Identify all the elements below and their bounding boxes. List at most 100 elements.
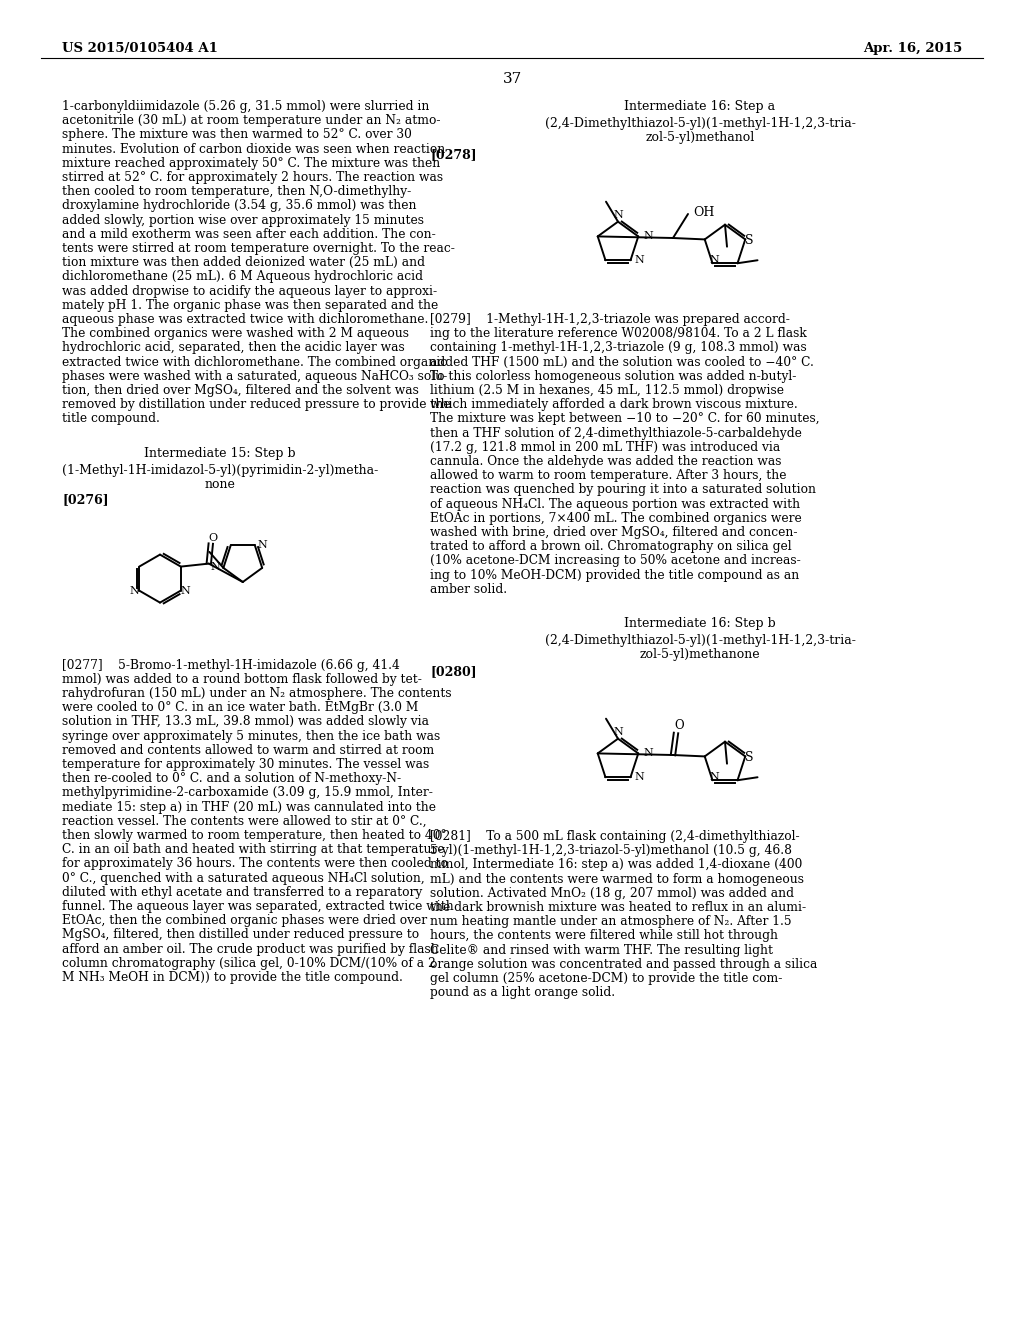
- Text: [0280]: [0280]: [430, 665, 476, 678]
- Text: phases were washed with a saturated, aqueous NaHCO₃ solu-: phases were washed with a saturated, aqu…: [62, 370, 447, 383]
- Text: O: O: [674, 719, 684, 733]
- Text: washed with brine, dried over MgSO₄, filtered and concen-: washed with brine, dried over MgSO₄, fil…: [430, 525, 798, 539]
- Text: removed and contents allowed to warm and stirred at room: removed and contents allowed to warm and…: [62, 743, 434, 756]
- Text: mixture reached approximately 50° C. The mixture was then: mixture reached approximately 50° C. The…: [62, 157, 440, 170]
- Text: (10% acetone-DCM increasing to 50% acetone and increas-: (10% acetone-DCM increasing to 50% aceto…: [430, 554, 801, 568]
- Text: MgSO₄, filtered, then distilled under reduced pressure to: MgSO₄, filtered, then distilled under re…: [62, 928, 419, 941]
- Text: N: N: [613, 210, 623, 219]
- Text: tion, then dried over MgSO₄, filtered and the solvent was: tion, then dried over MgSO₄, filtered an…: [62, 384, 419, 397]
- Text: diluted with ethyl acetate and transferred to a reparatory: diluted with ethyl acetate and transferr…: [62, 886, 422, 899]
- Text: N: N: [710, 772, 719, 783]
- Text: sphere. The mixture was then warmed to 52° C. over 30: sphere. The mixture was then warmed to 5…: [62, 128, 412, 141]
- Text: stirred at 52° C. for approximately 2 hours. The reaction was: stirred at 52° C. for approximately 2 ho…: [62, 172, 443, 183]
- Text: of aqueous NH₄Cl. The aqueous portion was extracted with: of aqueous NH₄Cl. The aqueous portion wa…: [430, 498, 800, 511]
- Text: To this colorless homogeneous solution was added n-butyl-: To this colorless homogeneous solution w…: [430, 370, 797, 383]
- Text: 37: 37: [503, 73, 521, 86]
- Text: none: none: [205, 478, 236, 491]
- Text: N: N: [211, 562, 220, 572]
- Text: funnel. The aqueous layer was separated, extracted twice with: funnel. The aqueous layer was separated,…: [62, 900, 454, 913]
- Text: solution in THF, 13.3 mL, 39.8 mmol) was added slowly via: solution in THF, 13.3 mL, 39.8 mmol) was…: [62, 715, 429, 729]
- Text: hours, the contents were filtered while still hot through: hours, the contents were filtered while …: [430, 929, 778, 942]
- Text: amber solid.: amber solid.: [430, 583, 507, 595]
- Text: M NH₃ MeOH in DCM)) to provide the title compound.: M NH₃ MeOH in DCM)) to provide the title…: [62, 972, 402, 983]
- Text: were cooled to 0° C. in an ice water bath. EtMgBr (3.0 M: were cooled to 0° C. in an ice water bat…: [62, 701, 419, 714]
- Text: afford an amber oil. The crude product was purified by flash: afford an amber oil. The crude product w…: [62, 942, 438, 956]
- Text: extracted twice with dichloromethane. The combined organic: extracted twice with dichloromethane. Th…: [62, 355, 447, 368]
- Text: added THF (1500 mL) and the solution was cooled to −40° C.: added THF (1500 mL) and the solution was…: [430, 355, 814, 368]
- Text: mediate 15: step a) in THF (20 mL) was cannulated into the: mediate 15: step a) in THF (20 mL) was c…: [62, 801, 436, 813]
- Text: solution. Activated MnO₂ (18 g, 207 mmol) was added and: solution. Activated MnO₂ (18 g, 207 mmol…: [430, 887, 794, 900]
- Text: syringe over approximately 5 minutes, then the ice bath was: syringe over approximately 5 minutes, th…: [62, 730, 440, 743]
- Text: then slowly warmed to room temperature, then heated to 40°: then slowly warmed to room temperature, …: [62, 829, 446, 842]
- Text: C. in an oil bath and heated with stirring at that temperature: C. in an oil bath and heated with stirri…: [62, 843, 444, 857]
- Text: column chromatography (silica gel, 0-10% DCM/(10% of a 2: column chromatography (silica gel, 0-10%…: [62, 957, 436, 970]
- Text: zol-5-yl)methanone: zol-5-yl)methanone: [640, 648, 760, 661]
- Text: mmol) was added to a round bottom flask followed by tet-: mmol) was added to a round bottom flask …: [62, 673, 422, 686]
- Text: ing to 10% MeOH-DCM) provided the title compound as an: ing to 10% MeOH-DCM) provided the title …: [430, 569, 800, 582]
- Text: EtOAc in portions, 7×400 mL. The combined organics were: EtOAc in portions, 7×400 mL. The combine…: [430, 512, 802, 525]
- Text: aqueous phase was extracted twice with dichloromethane.: aqueous phase was extracted twice with d…: [62, 313, 428, 326]
- Text: trated to afford a brown oil. Chromatography on silica gel: trated to afford a brown oil. Chromatogr…: [430, 540, 792, 553]
- Text: 5-yl)(1-methyl-1H-1,2,3-triazol-5-yl)methanol (10.5 g, 46.8: 5-yl)(1-methyl-1H-1,2,3-triazol-5-yl)met…: [430, 845, 792, 857]
- Text: then a THF solution of 2,4-dimethylthiazole-5-carbaldehyde: then a THF solution of 2,4-dimethylthiaz…: [430, 426, 802, 440]
- Text: N: N: [643, 748, 653, 759]
- Text: N: N: [635, 255, 644, 265]
- Text: [0278]: [0278]: [430, 148, 476, 161]
- Text: mately pH 1. The organic phase was then separated and the: mately pH 1. The organic phase was then …: [62, 298, 438, 312]
- Text: cannula. Once the aldehyde was added the reaction was: cannula. Once the aldehyde was added the…: [430, 455, 781, 469]
- Text: (2,4-Dimethylthiazol-5-yl)(1-methyl-1H-1,2,3-tria-: (2,4-Dimethylthiazol-5-yl)(1-methyl-1H-1…: [545, 634, 855, 647]
- Text: Apr. 16, 2015: Apr. 16, 2015: [863, 42, 962, 55]
- Text: N: N: [710, 255, 719, 265]
- Text: allowed to warm to room temperature. After 3 hours, the: allowed to warm to room temperature. Aft…: [430, 469, 786, 482]
- Text: 0° C., quenched with a saturated aqueous NH₄Cl solution,: 0° C., quenched with a saturated aqueous…: [62, 871, 425, 884]
- Text: S: S: [745, 234, 754, 247]
- Text: (1-Methyl-1H-imidazol-5-yl)(pyrimidin-2-yl)metha-: (1-Methyl-1H-imidazol-5-yl)(pyrimidin-2-…: [61, 463, 378, 477]
- Text: N: N: [181, 586, 190, 595]
- Text: mL) and the contents were warmed to form a homogeneous: mL) and the contents were warmed to form…: [430, 873, 804, 886]
- Text: and a mild exotherm was seen after each addition. The con-: and a mild exotherm was seen after each …: [62, 228, 436, 240]
- Text: ing to the literature reference W02008/98104. To a 2 L flask: ing to the literature reference W02008/9…: [430, 327, 807, 341]
- Text: zol-5-yl)methanol: zol-5-yl)methanol: [645, 131, 755, 144]
- Text: Intermediate 16: Step a: Intermediate 16: Step a: [625, 100, 775, 114]
- Text: N: N: [613, 727, 623, 737]
- Text: The combined organics were washed with 2 M aqueous: The combined organics were washed with 2…: [62, 327, 409, 341]
- Text: [0281]    To a 500 mL flask containing (2,4-dimethylthiazol-: [0281] To a 500 mL flask containing (2,4…: [430, 830, 800, 843]
- Text: S: S: [745, 751, 754, 764]
- Text: 1-carbonyldiimidazole (5.26 g, 31.5 mmol) were slurried in: 1-carbonyldiimidazole (5.26 g, 31.5 mmol…: [62, 100, 429, 114]
- Text: temperature for approximately 30 minutes. The vessel was: temperature for approximately 30 minutes…: [62, 758, 429, 771]
- Text: N: N: [643, 231, 653, 242]
- Text: lithium (2.5 M in hexanes, 45 mL, 112.5 mmol) dropwise: lithium (2.5 M in hexanes, 45 mL, 112.5 …: [430, 384, 784, 397]
- Text: [0279]    1-Methyl-1H-1,2,3-triazole was prepared accord-: [0279] 1-Methyl-1H-1,2,3-triazole was pr…: [430, 313, 790, 326]
- Text: the dark brownish mixture was heated to reflux in an alumi-: the dark brownish mixture was heated to …: [430, 902, 806, 913]
- Text: tents were stirred at room temperature overnight. To the reac-: tents were stirred at room temperature o…: [62, 242, 455, 255]
- Text: N: N: [258, 540, 267, 550]
- Text: removed by distillation under reduced pressure to provide the: removed by distillation under reduced pr…: [62, 399, 451, 412]
- Text: mmol, Intermediate 16: step a) was added 1,4-dioxane (400: mmol, Intermediate 16: step a) was added…: [430, 858, 803, 871]
- Text: [0277]    5-Bromo-1-methyl-1H-imidazole (6.66 g, 41.4: [0277] 5-Bromo-1-methyl-1H-imidazole (6.…: [62, 659, 400, 672]
- Text: US 2015/0105404 A1: US 2015/0105404 A1: [62, 42, 218, 55]
- Text: (2,4-Dimethylthiazol-5-yl)(1-methyl-1H-1,2,3-tria-: (2,4-Dimethylthiazol-5-yl)(1-methyl-1H-1…: [545, 117, 855, 129]
- Text: The mixture was kept between −10 to −20° C. for 60 minutes,: The mixture was kept between −10 to −20°…: [430, 412, 819, 425]
- Text: Intermediate 15: Step b: Intermediate 15: Step b: [144, 446, 296, 459]
- Text: acetonitrile (30 mL) at room temperature under an N₂ atmo-: acetonitrile (30 mL) at room temperature…: [62, 115, 440, 127]
- Text: N: N: [129, 586, 139, 595]
- Text: added slowly, portion wise over approximately 15 minutes: added slowly, portion wise over approxim…: [62, 214, 424, 227]
- Text: rahydrofuran (150 mL) under an N₂ atmosphere. The contents: rahydrofuran (150 mL) under an N₂ atmosp…: [62, 686, 452, 700]
- Text: dichloromethane (25 mL). 6 M Aqueous hydrochloric acid: dichloromethane (25 mL). 6 M Aqueous hyd…: [62, 271, 423, 284]
- Text: then re-cooled to 0° C. and a solution of N-methoxy-N-: then re-cooled to 0° C. and a solution o…: [62, 772, 401, 785]
- Text: containing 1-methyl-1H-1,2,3-triazole (9 g, 108.3 mmol) was: containing 1-methyl-1H-1,2,3-triazole (9…: [430, 342, 807, 354]
- Text: droxylamine hydrochloride (3.54 g, 35.6 mmol) was then: droxylamine hydrochloride (3.54 g, 35.6 …: [62, 199, 417, 213]
- Text: reaction was quenched by pouring it into a saturated solution: reaction was quenched by pouring it into…: [430, 483, 816, 496]
- Text: num heating mantle under an atmosphere of N₂. After 1.5: num heating mantle under an atmosphere o…: [430, 915, 792, 928]
- Text: hydrochloric acid, separated, then the acidic layer was: hydrochloric acid, separated, then the a…: [62, 342, 404, 354]
- Text: tion mixture was then added deionized water (25 mL) and: tion mixture was then added deionized wa…: [62, 256, 425, 269]
- Text: pound as a light orange solid.: pound as a light orange solid.: [430, 986, 615, 999]
- Text: for approximately 36 hours. The contents were then cooled to: for approximately 36 hours. The contents…: [62, 858, 449, 870]
- Text: methylpyrimidine-2-carboxamide (3.09 g, 15.9 mmol, Inter-: methylpyrimidine-2-carboxamide (3.09 g, …: [62, 787, 433, 800]
- Text: O: O: [208, 532, 217, 543]
- Text: was added dropwise to acidify the aqueous layer to approxi-: was added dropwise to acidify the aqueou…: [62, 285, 437, 297]
- Text: reaction vessel. The contents were allowed to stir at 0° C.,: reaction vessel. The contents were allow…: [62, 814, 427, 828]
- Text: N: N: [635, 772, 644, 783]
- Text: orange solution was concentrated and passed through a silica: orange solution was concentrated and pas…: [430, 958, 817, 970]
- Text: EtOAc, then the combined organic phases were dried over: EtOAc, then the combined organic phases …: [62, 915, 427, 927]
